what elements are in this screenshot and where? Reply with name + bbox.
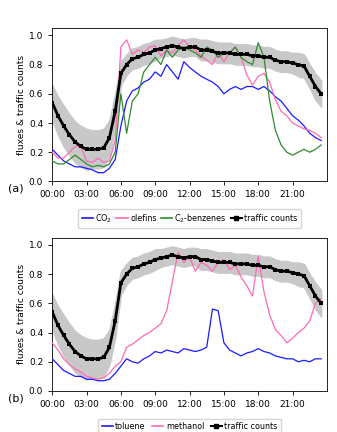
Legend: toluene, methanol, traffic counts: toluene, methanol, traffic counts — [98, 419, 281, 432]
Text: (a): (a) — [8, 184, 24, 194]
Y-axis label: fluxes & traffic counts: fluxes & traffic counts — [17, 264, 26, 364]
Legend: CO$_2$, olefins, C$_2$-benzenes, traffic counts: CO$_2$, olefins, C$_2$-benzenes, traffic… — [79, 209, 301, 228]
Y-axis label: fluxes & traffic counts: fluxes & traffic counts — [17, 55, 26, 155]
Text: (b): (b) — [8, 393, 24, 403]
